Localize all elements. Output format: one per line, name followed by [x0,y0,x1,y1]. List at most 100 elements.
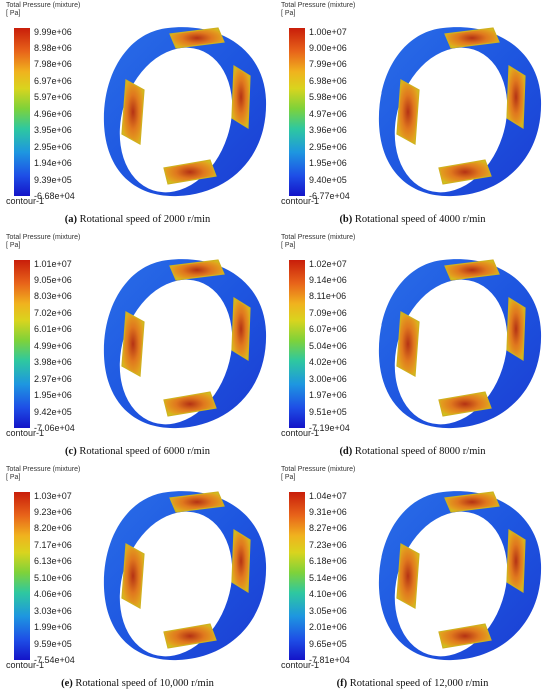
tick-label: 4.99e+06 [34,341,72,351]
legend-title: Total Pressure (mixture) [6,2,81,9]
tick-label: 5.98e+06 [309,92,347,102]
tick-label: 1.99e+06 [34,622,72,632]
caption-label: (e) [61,678,73,689]
tick-label: 8.20e+06 [34,523,72,533]
tick-label: 7.02e+06 [34,308,72,318]
legend-title: Total Pressure (mixture) [281,466,356,473]
colorbar [289,260,305,428]
bearing-pressure-contour [378,27,542,197]
caption-text: Rotational speed of 8000 r/min [352,446,486,457]
tick-label: 9.05e+06 [34,275,72,285]
tick-label: 5.10e+06 [34,573,72,583]
tick-label: 9.23e+06 [34,507,72,517]
tick-label: 1.94e+06 [34,158,72,168]
legend-unit: [ Pa] [281,10,296,17]
caption-text: Rotational speed of 12,000 r/min [347,678,489,689]
caption: (c) Rotational speed of 6000 r/min [0,446,275,457]
tick-label: -7.19e+04 [309,423,350,433]
caption-label: (f) [336,678,348,689]
colorbar-legend: Total Pressure (mixture) [ Pa] 1.03e+07 … [6,466,116,671]
legend-title: Total Pressure (mixture) [6,234,81,241]
tick-label: 3.95e+06 [34,125,72,135]
caption-text: Rotational speed of 6000 r/min [76,446,210,457]
tick-label: 1.00e+07 [309,27,347,37]
tick-label: 1.95e+06 [309,158,347,168]
tick-label: -6.77e+04 [309,191,350,201]
tick-label: 7.09e+06 [309,308,347,318]
tick-label: 1.02e+07 [309,259,347,269]
tick-label: 5.04e+06 [309,341,347,351]
caption: (e) Rotational speed of 10,000 r/min [0,678,275,689]
legend-title: Total Pressure (mixture) [281,234,356,241]
tick-label: -7.06e+04 [34,423,75,433]
tick-label: 9.65e+05 [309,639,347,649]
legend-unit: [ Pa] [281,474,296,481]
tick-label: -6.68e+04 [34,191,75,201]
colorbar [14,492,30,660]
caption-text: Rotational speed of 2000 r/min [76,214,211,225]
legend-name: contour-1 [6,196,45,206]
tick-label: 9.51e+05 [309,407,347,417]
colorbar-legend: Total Pressure (mixture) [ Pa] 1.00e+07 … [281,2,391,207]
caption: (f) Rotational speed of 12,000 r/min [275,678,550,689]
tick-label: 6.13e+06 [34,556,72,566]
tick-label: 6.97e+06 [34,76,72,86]
caption-label: (a) [64,214,77,225]
tick-label: 8.98e+06 [34,43,72,53]
tick-label: 2.95e+06 [34,142,72,152]
tick-label: 6.01e+06 [34,324,72,334]
tick-label: 9.00e+06 [309,43,347,53]
bearing-pressure-contour [378,259,542,429]
caption-text: Rotational speed of 4000 r/min [352,214,486,225]
tick-label: 8.03e+06 [34,291,72,301]
legend-name: contour-1 [6,660,45,670]
colorbar [289,28,305,196]
tick-label: 1.01e+07 [34,259,72,269]
tick-label: -7.54e+04 [34,655,75,665]
caption: (a) Rotational speed of 2000 r/min [0,214,275,225]
tick-label: 3.98e+06 [34,357,72,367]
tick-label: 6.18e+06 [309,556,347,566]
caption-label: (b) [339,214,353,225]
panel-e: Total Pressure (mixture) [ Pa] 1.03e+07 … [0,464,275,696]
tick-label: 8.27e+06 [309,523,347,533]
tick-label: 1.03e+07 [34,491,72,501]
caption: (b) Rotational speed of 4000 r/min [275,214,550,225]
bearing-pressure-contour [103,27,267,197]
tick-label: 3.05e+06 [309,606,347,616]
tick-label: 1.97e+06 [309,390,347,400]
tick-label: 5.97e+06 [34,92,72,102]
tick-label: 7.99e+06 [309,59,347,69]
tick-label: 1.04e+07 [309,491,347,501]
tick-label: 4.06e+06 [34,589,72,599]
tick-label: 8.11e+06 [309,291,347,301]
tick-label: 6.98e+06 [309,76,347,86]
tick-label: 9.31e+06 [309,507,347,517]
tick-label: 9.39e+05 [34,175,72,185]
legend-name: contour-1 [281,428,320,438]
panel-d: Total Pressure (mixture) [ Pa] 1.02e+07 … [275,232,550,464]
legend-name: contour-1 [281,660,320,670]
bearing-pressure-contour [103,491,267,661]
tick-label: 9.42e+05 [34,407,72,417]
colorbar-legend: Total Pressure (mixture) [ Pa] 1.02e+07 … [281,234,391,439]
tick-label: 4.97e+06 [309,109,347,119]
caption-label: (c) [65,446,77,457]
tick-label: 3.00e+06 [309,374,347,384]
colorbar [14,260,30,428]
colorbar [289,492,305,660]
colorbar-legend: Total Pressure (mixture) [ Pa] 1.01e+07 … [6,234,116,439]
legend-unit: [ Pa] [6,242,21,249]
tick-label: 2.01e+06 [309,622,347,632]
tick-label: 7.23e+06 [309,540,347,550]
tick-label: -7.81e+04 [309,655,350,665]
caption: (d) Rotational speed of 8000 r/min [275,446,550,457]
tick-label: 4.10e+06 [309,589,347,599]
panel-f: Total Pressure (mixture) [ Pa] 1.04e+07 … [275,464,550,696]
tick-label: 1.95e+06 [34,390,72,400]
tick-label: 5.14e+06 [309,573,347,583]
tick-label: 4.02e+06 [309,357,347,367]
colorbar-legend: Total Pressure (mixture) [ Pa] 9.99e+06 … [6,2,116,207]
caption-label: (d) [339,446,353,457]
tick-label: 3.96e+06 [309,125,347,135]
